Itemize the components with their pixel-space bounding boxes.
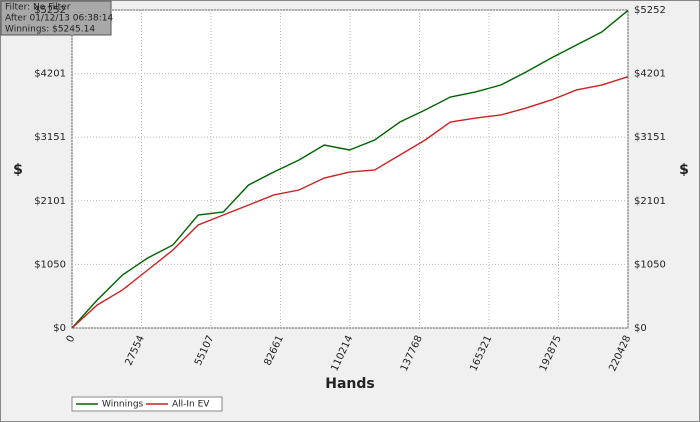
y2-tick-label: $5252 bbox=[634, 5, 666, 16]
info-text: Filter: No Filter bbox=[5, 3, 71, 13]
y-tick-label: $5252 bbox=[34, 5, 66, 16]
y-tick-label: $3151 bbox=[34, 132, 66, 143]
y2-tick-label: $0 bbox=[634, 323, 647, 334]
legend-label: Winnings bbox=[102, 400, 144, 410]
info-box bbox=[0, 0, 112, 36]
line bbox=[71, 76, 629, 329]
y-tick-label: $4201 bbox=[34, 69, 66, 80]
y-tick-label: $0 bbox=[53, 323, 66, 334]
info-text: Winnings: $5245.14 bbox=[5, 25, 95, 35]
x-axis-label: Hands bbox=[325, 376, 375, 392]
y-tick-label: $2101 bbox=[34, 196, 66, 207]
x-tick-label: 0 bbox=[65, 334, 78, 344]
y2-tick-label: $3151 bbox=[634, 132, 666, 143]
y2-tick-label: $2101 bbox=[634, 196, 666, 207]
y2-tick-label: $4201 bbox=[634, 69, 666, 80]
y2-tick-label: $1050 bbox=[634, 259, 666, 270]
info-text: After 01/12/13 06:38:14 bbox=[5, 14, 113, 24]
line bbox=[71, 9, 629, 329]
y2-axis-label: $ bbox=[679, 162, 689, 178]
legend-label: All-In EV bbox=[172, 400, 210, 410]
y-tick-label: $1050 bbox=[34, 259, 66, 270]
y-axis-label: $ bbox=[13, 162, 23, 178]
